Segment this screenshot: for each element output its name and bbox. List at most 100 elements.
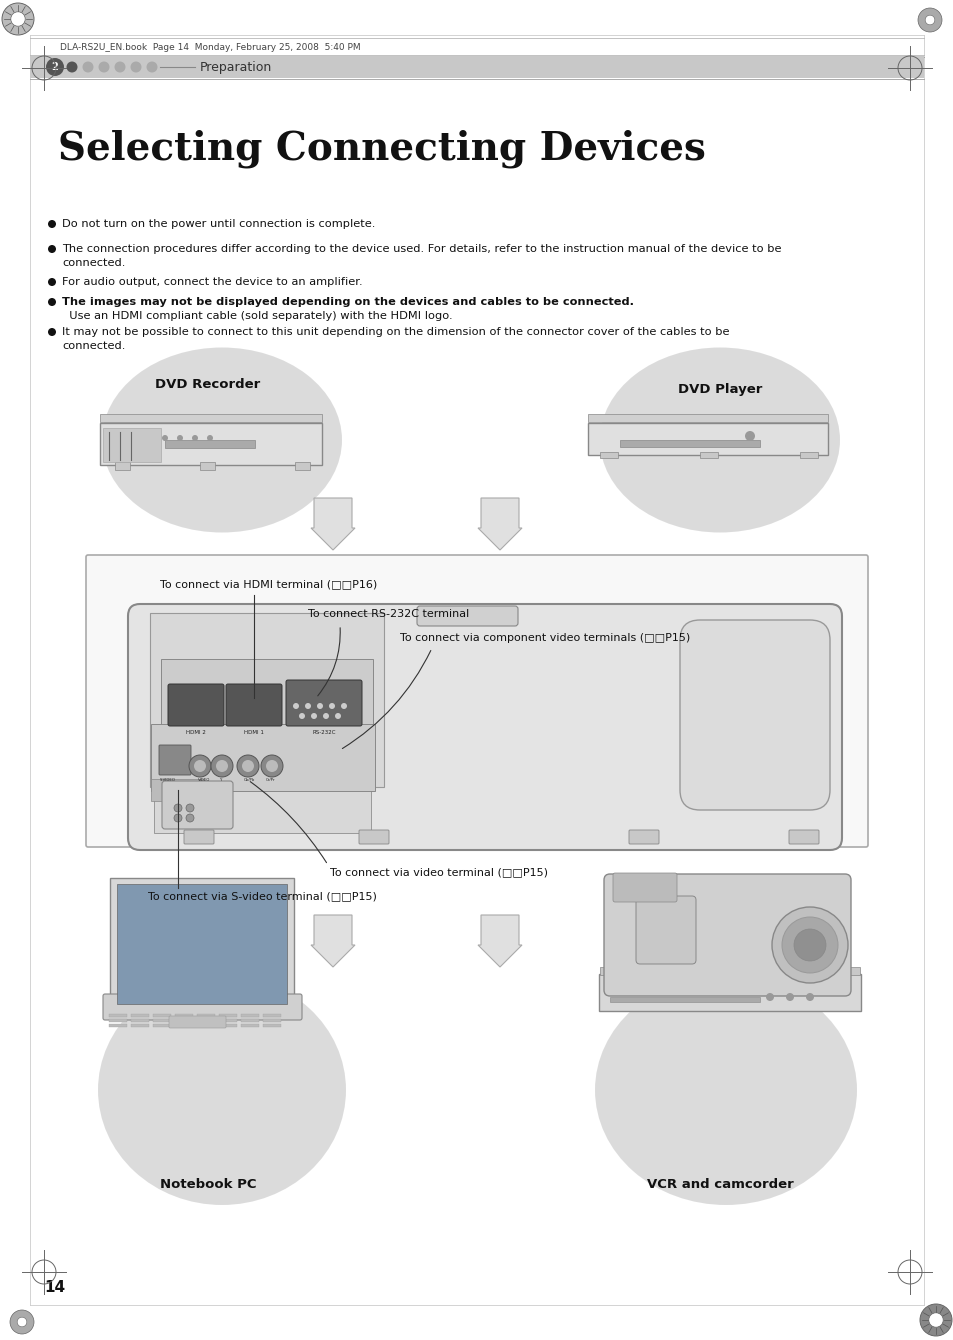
FancyBboxPatch shape [109, 1024, 127, 1026]
FancyBboxPatch shape [152, 1013, 171, 1017]
FancyBboxPatch shape [131, 1013, 149, 1017]
Text: Selecting Connecting Devices: Selecting Connecting Devices [58, 130, 705, 169]
FancyBboxPatch shape [30, 56, 923, 78]
Text: Cr/Pr: Cr/Pr [266, 779, 275, 783]
Text: To connect RS-232C terminal: To connect RS-232C terminal [308, 608, 469, 619]
Text: For audio output, connect the device to an amplifier.: For audio output, connect the device to … [62, 277, 362, 287]
Circle shape [771, 907, 847, 984]
Circle shape [340, 704, 347, 709]
Text: RS-232C: RS-232C [312, 730, 335, 736]
FancyBboxPatch shape [241, 1018, 258, 1022]
Circle shape [298, 713, 305, 720]
Circle shape [67, 62, 77, 72]
Circle shape [2, 3, 34, 35]
FancyBboxPatch shape [263, 1018, 281, 1022]
FancyBboxPatch shape [159, 745, 191, 775]
FancyBboxPatch shape [599, 967, 859, 976]
FancyBboxPatch shape [100, 423, 322, 465]
FancyBboxPatch shape [226, 683, 282, 726]
FancyBboxPatch shape [636, 896, 696, 963]
Text: DLA-RS2U_EN.book  Page 14  Monday, February 25, 2008  5:40 PM: DLA-RS2U_EN.book Page 14 Monday, Februar… [60, 43, 360, 51]
Circle shape [329, 704, 335, 709]
Text: Notebook PC: Notebook PC [159, 1178, 256, 1191]
FancyBboxPatch shape [800, 452, 817, 458]
Circle shape [805, 993, 813, 1001]
Ellipse shape [102, 347, 341, 532]
Circle shape [919, 1304, 951, 1336]
Circle shape [765, 993, 773, 1001]
FancyBboxPatch shape [603, 874, 850, 996]
Text: Use an HDMI compliant cable (sold separately) with the HDMI logo.: Use an HDMI compliant cable (sold separa… [62, 311, 452, 322]
FancyBboxPatch shape [109, 1018, 127, 1022]
Circle shape [17, 1317, 27, 1327]
Polygon shape [311, 498, 355, 549]
FancyBboxPatch shape [168, 683, 224, 726]
Circle shape [335, 713, 340, 720]
FancyBboxPatch shape [184, 829, 213, 844]
Circle shape [189, 754, 211, 777]
FancyBboxPatch shape [598, 974, 861, 1010]
Text: VCR and camcorder: VCR and camcorder [646, 1178, 793, 1191]
FancyBboxPatch shape [131, 1024, 149, 1026]
FancyBboxPatch shape [219, 1013, 236, 1017]
FancyBboxPatch shape [110, 878, 294, 1012]
FancyBboxPatch shape [263, 1013, 281, 1017]
Circle shape [177, 436, 183, 441]
Circle shape [242, 760, 253, 772]
FancyBboxPatch shape [416, 606, 517, 626]
Circle shape [48, 328, 56, 336]
FancyBboxPatch shape [679, 620, 829, 809]
Ellipse shape [98, 976, 346, 1205]
Text: S-VIDEO: S-VIDEO [160, 779, 175, 783]
Circle shape [10, 12, 25, 27]
FancyBboxPatch shape [117, 884, 287, 1004]
Circle shape [10, 1311, 34, 1335]
Text: The connection procedures differ according to the device used. For details, refe: The connection procedures differ accordi… [62, 244, 781, 255]
Circle shape [98, 62, 110, 72]
Circle shape [48, 297, 56, 306]
Circle shape [147, 62, 157, 72]
FancyBboxPatch shape [103, 994, 302, 1020]
FancyBboxPatch shape [609, 997, 760, 1002]
Text: DVD Recorder: DVD Recorder [155, 378, 260, 391]
FancyBboxPatch shape [150, 612, 384, 787]
FancyBboxPatch shape [219, 1024, 236, 1026]
Circle shape [236, 754, 258, 777]
Text: 2: 2 [51, 62, 58, 72]
FancyBboxPatch shape [174, 1024, 193, 1026]
Circle shape [131, 62, 141, 72]
Text: connected.: connected. [62, 340, 125, 351]
FancyBboxPatch shape [128, 604, 841, 850]
Text: 14: 14 [45, 1281, 66, 1296]
Text: HDMI 2: HDMI 2 [186, 730, 206, 736]
Text: Preparation: Preparation [200, 60, 272, 74]
Circle shape [785, 993, 793, 1001]
Circle shape [48, 220, 56, 228]
Polygon shape [311, 915, 355, 967]
Text: HDMI 1: HDMI 1 [244, 730, 264, 736]
Circle shape [215, 760, 228, 772]
Circle shape [186, 804, 193, 812]
Circle shape [781, 917, 837, 973]
FancyBboxPatch shape [161, 659, 373, 741]
Text: Cb/Pb: Cb/Pb [244, 779, 255, 783]
Text: Y: Y [220, 779, 222, 783]
FancyBboxPatch shape [152, 1018, 171, 1022]
Circle shape [173, 813, 182, 821]
FancyBboxPatch shape [169, 1016, 226, 1028]
Circle shape [928, 1313, 943, 1327]
Circle shape [173, 804, 182, 812]
Text: Do not turn on the power until connection is complete.: Do not turn on the power until connectio… [62, 218, 375, 229]
Text: connected.: connected. [62, 259, 125, 268]
Circle shape [211, 754, 233, 777]
Circle shape [323, 713, 329, 720]
FancyBboxPatch shape [241, 1013, 258, 1017]
Text: The images may not be displayed depending on the devices and cables to be connec: The images may not be displayed dependin… [62, 297, 634, 307]
FancyBboxPatch shape [700, 452, 718, 458]
Text: VIDEO: VIDEO [198, 779, 211, 783]
Text: DVD Player: DVD Player [677, 383, 761, 397]
Polygon shape [477, 498, 521, 549]
Circle shape [793, 929, 825, 961]
FancyBboxPatch shape [219, 1018, 236, 1022]
Text: To connect via S-video terminal (□□P15): To connect via S-video terminal (□□P15) [148, 891, 376, 900]
